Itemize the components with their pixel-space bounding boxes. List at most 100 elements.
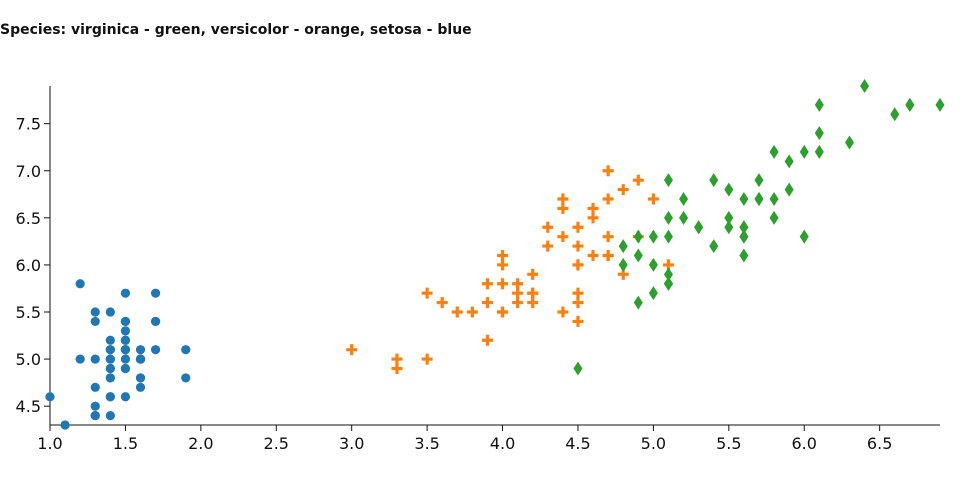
chart-title: Species: virginica - green, versicolor -… [0, 22, 472, 38]
data-point [512, 287, 524, 299]
data-point [391, 363, 403, 374]
data-point [120, 288, 131, 298]
data-point [135, 373, 146, 383]
data-point [557, 231, 569, 243]
data-point [814, 126, 824, 141]
data-point [663, 173, 673, 188]
data-point [573, 361, 583, 376]
data-point [769, 192, 779, 206]
data-point [497, 259, 509, 271]
data-point [633, 229, 643, 244]
series-diamond [573, 79, 945, 376]
data-point [784, 154, 794, 169]
data-point [105, 335, 115, 345]
data-point [481, 334, 493, 346]
data-point [391, 353, 403, 365]
data-point [632, 174, 644, 186]
x-tick-label: 3.0 [339, 434, 364, 453]
data-point [90, 401, 100, 411]
data-point [481, 278, 493, 290]
data-point [860, 79, 870, 93]
data-point [75, 354, 85, 364]
data-point [724, 182, 734, 197]
data-point [739, 220, 749, 235]
data-point [572, 315, 584, 327]
data-point [602, 250, 614, 261]
data-point [663, 267, 673, 282]
data-point [754, 173, 764, 188]
data-point [617, 268, 629, 280]
data-point [572, 240, 584, 252]
data-point [663, 276, 673, 291]
data-point [542, 240, 554, 252]
data-point [120, 316, 131, 327]
data-point [844, 135, 854, 150]
data-point [814, 144, 824, 159]
data-point [724, 210, 734, 225]
data-point [512, 297, 524, 309]
x-tick-label: 3.5 [414, 434, 439, 453]
data-point [935, 97, 945, 112]
data-point [633, 248, 643, 263]
data-point [105, 354, 115, 364]
data-point [557, 193, 569, 205]
y-tick-label: 4.5 [16, 397, 41, 416]
data-point [618, 239, 628, 254]
data-point [739, 192, 749, 206]
data-point [105, 373, 115, 383]
data-point [572, 287, 584, 299]
data-point [120, 354, 131, 364]
data-point [527, 268, 539, 280]
x-tick-label: 6.0 [792, 434, 817, 453]
data-point [481, 297, 493, 309]
data-point [181, 345, 191, 355]
data-point [436, 297, 448, 309]
data-point [90, 410, 100, 421]
data-point [90, 354, 100, 364]
data-point [618, 257, 628, 272]
data-point [181, 373, 191, 383]
data-point [739, 229, 749, 244]
data-point [769, 210, 779, 225]
data-point [150, 316, 161, 327]
data-point [120, 345, 131, 355]
y-tick-label: 5.5 [16, 303, 41, 322]
data-point [451, 306, 463, 318]
data-point [120, 335, 131, 345]
data-point [497, 250, 509, 261]
data-point [799, 229, 809, 244]
data-point [512, 278, 524, 290]
data-point [120, 392, 131, 402]
data-point [648, 257, 658, 272]
y-tick-label: 6.0 [16, 256, 41, 275]
x-tick-label: 6.5 [867, 434, 892, 453]
data-point [587, 202, 599, 214]
data-point [694, 220, 704, 235]
data-point [45, 392, 55, 402]
data-point [602, 165, 614, 177]
data-point [648, 286, 658, 301]
data-point [497, 278, 509, 290]
data-point [542, 221, 554, 233]
data-point [60, 420, 70, 430]
data-point [662, 259, 674, 271]
y-tick-label: 5.0 [16, 350, 41, 369]
data-point [617, 184, 629, 196]
data-point [679, 192, 689, 206]
series-plus [346, 165, 674, 374]
data-point [602, 231, 614, 243]
data-point [905, 97, 915, 112]
data-point [587, 212, 599, 224]
data-point [557, 306, 569, 318]
x-tick-label: 5.0 [641, 434, 666, 453]
data-point [709, 239, 719, 254]
x-tick-label: 2.0 [188, 434, 213, 453]
data-point [572, 259, 584, 271]
data-point [527, 287, 539, 299]
x-tick-label: 1.5 [113, 434, 138, 453]
y-tick-label: 6.5 [16, 209, 41, 228]
data-point [890, 107, 900, 122]
data-point [648, 229, 658, 244]
data-point [754, 192, 764, 206]
y-tick-label: 7.5 [16, 115, 41, 134]
